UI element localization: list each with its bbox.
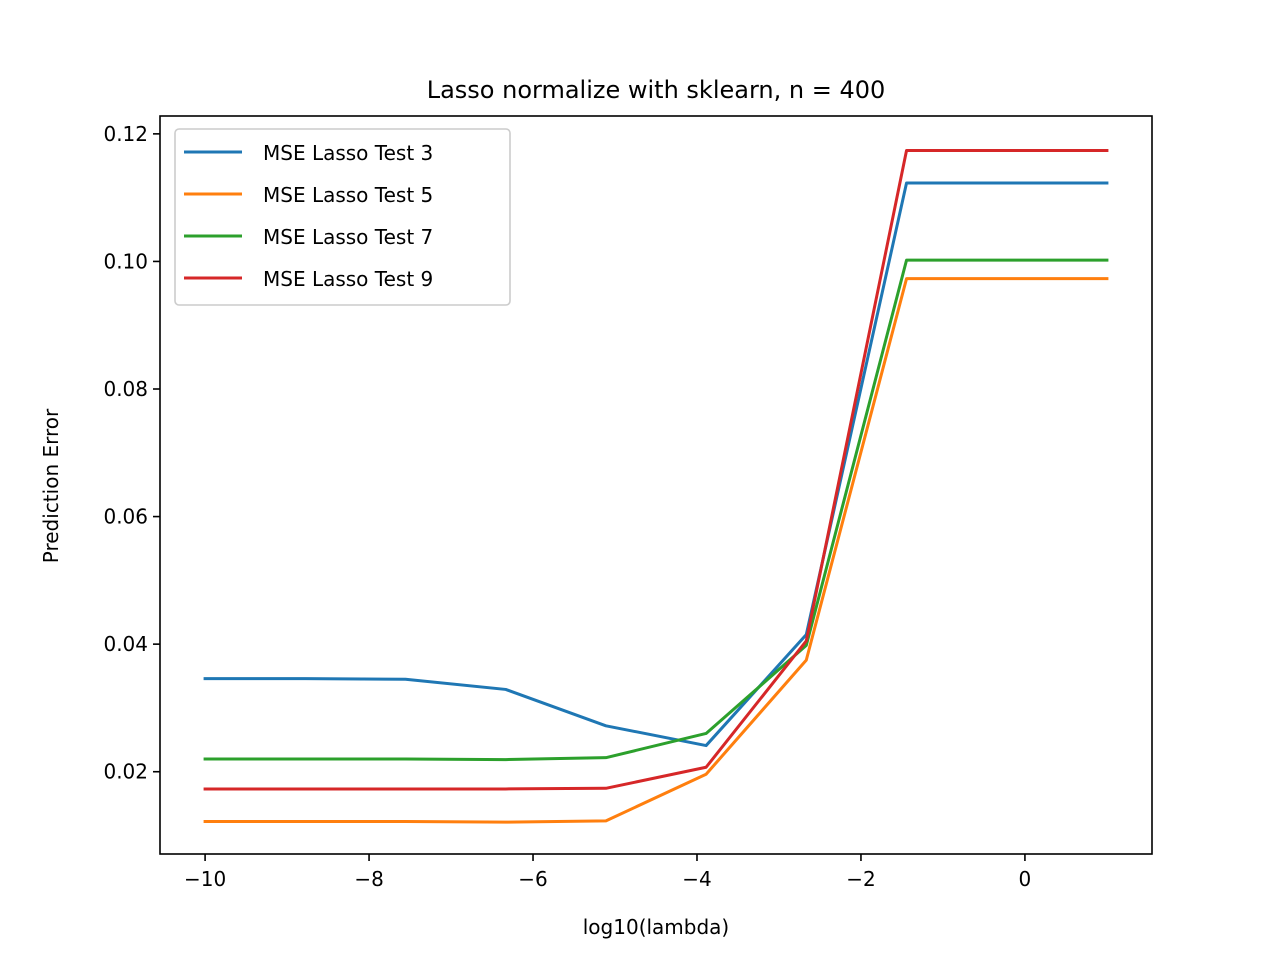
series-line-1 <box>203 181 1109 748</box>
x-axis-label: log10(lambda) <box>583 915 729 939</box>
y-tick-label: 0.10 <box>103 249 148 273</box>
x-tick-label: −2 <box>846 867 875 891</box>
y-axis: 0.02 0.04 0.06 0.08 0.10 0.12 <box>103 122 160 784</box>
x-tick-label: −6 <box>518 867 547 891</box>
legend-label-3: MSE Lasso Test 7 <box>263 225 433 249</box>
legend-label-1: MSE Lasso Test 3 <box>263 141 433 165</box>
y-tick-label: 0.04 <box>103 632 148 656</box>
x-tick-label: −8 <box>354 867 383 891</box>
legend-label-2: MSE Lasso Test 5 <box>263 183 433 207</box>
y-axis-label: Prediction Error <box>39 408 63 563</box>
series-line-2 <box>203 277 1109 824</box>
legend-box <box>174 128 511 306</box>
x-tick-label: −4 <box>682 867 711 891</box>
x-tick-label: 0 <box>1019 867 1032 891</box>
legend-label-4: MSE Lasso Test 9 <box>263 267 433 291</box>
series-line-3 <box>203 258 1109 762</box>
y-tick-label: 0.06 <box>103 505 148 529</box>
series-layer <box>203 148 1109 824</box>
chart-title: Lasso normalize with sklearn, n = 400 <box>427 76 886 104</box>
plot-area-frame <box>159 115 1153 855</box>
legend: MSE Lasso Test 3 MSE Lasso Test 5 MSE Lass… <box>174 128 511 306</box>
x-tick-label: −10 <box>184 867 226 891</box>
x-axis: −10 −8 −6 −4 −2 0 <box>184 854 1031 891</box>
series-line-4 <box>203 148 1109 791</box>
y-tick-label: 0.02 <box>103 760 148 784</box>
y-tick-label: 0.08 <box>103 377 148 401</box>
y-tick-label: 0.12 <box>103 122 148 146</box>
